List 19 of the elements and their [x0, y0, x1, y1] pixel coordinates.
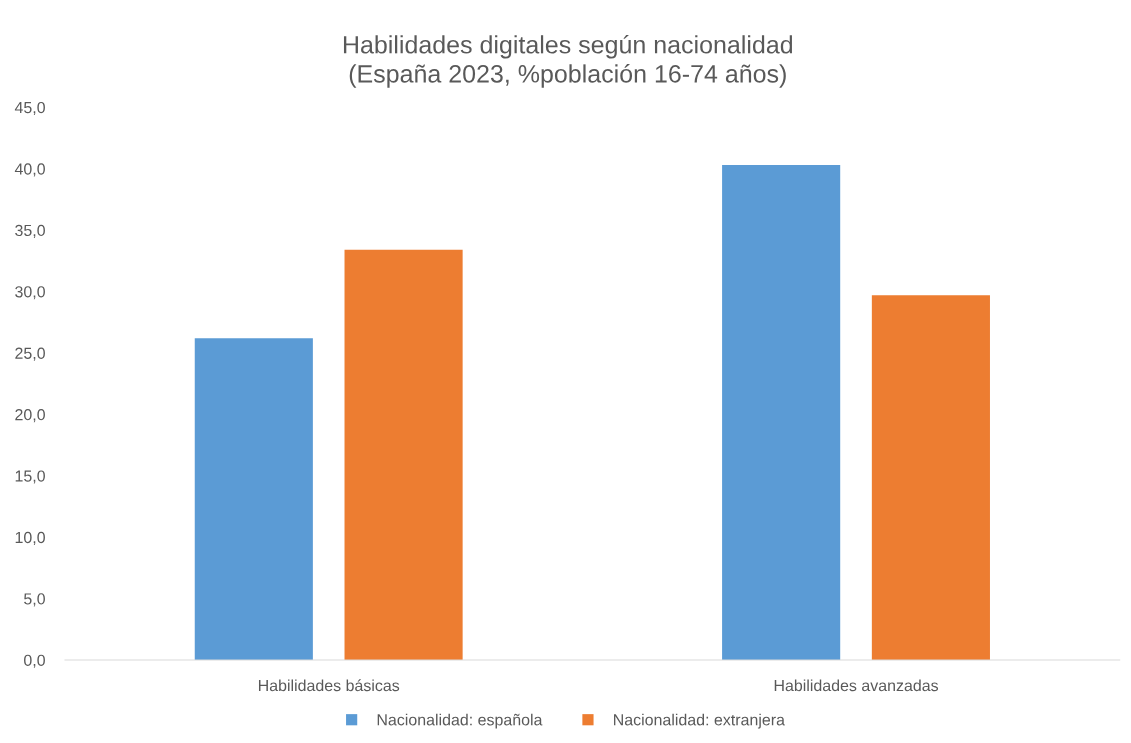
y-tick-label: 45,0 [14, 101, 45, 116]
y-tick-label: 15,0 [15, 470, 45, 484]
x-tick-label: Habilidades básicas [258, 679, 400, 692]
y-tick-label: 5,0 [24, 593, 45, 607]
y-tick-label: 25,0 [15, 347, 45, 361]
bar [194, 338, 313, 661]
legend-label: Nacionalidad: española [377, 713, 543, 729]
bar [344, 249, 463, 661]
y-tick-label: 35,0 [15, 224, 45, 238]
chart-title: Habilidades digitales según nacionalidad (España 2023, %población 16-74 años) [343, 34, 793, 88]
y-tick-label: 20,0 [15, 408, 45, 423]
bar [871, 295, 990, 661]
y-tick-label: 30,0 [15, 286, 45, 300]
y-tick-label: 40,0 [14, 163, 45, 177]
bar [722, 165, 841, 661]
legend-label: Nacionalidad: extranjera [614, 713, 785, 729]
x-tick-label: Habilidades avanzadas [774, 679, 939, 692]
y-tick-label: 10,0 [15, 531, 45, 546]
y-tick-label: 0,0 [24, 654, 45, 668]
